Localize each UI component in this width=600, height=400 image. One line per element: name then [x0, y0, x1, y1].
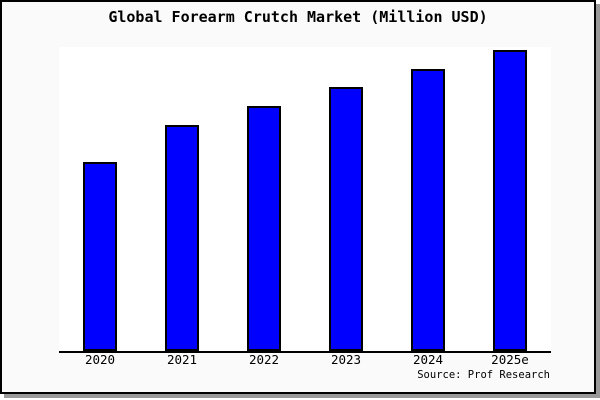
x-axis-labels: 2020 2021 2022 2023 2024 2025e — [59, 353, 551, 367]
bar-2020 — [83, 162, 117, 351]
bar-2025e — [493, 50, 527, 351]
chart-frame: Global Forearm Crutch Market (Million US… — [0, 0, 596, 394]
bar-2023 — [329, 87, 363, 351]
source-credit: Source: Prof Research — [417, 369, 550, 381]
x-axis-label: 2023 — [330, 352, 362, 367]
plot-area — [59, 47, 551, 353]
bar-2022 — [247, 106, 281, 351]
x-axis-label: 2024 — [412, 352, 444, 367]
bars-container — [59, 47, 551, 351]
bar-slot — [223, 47, 305, 351]
x-axis-label: 2020 — [84, 352, 116, 367]
bar-slot — [141, 47, 223, 351]
x-axis-label: 2021 — [166, 352, 198, 367]
x-axis-label: 2022 — [248, 352, 280, 367]
bar-slot — [469, 47, 551, 351]
bar-2021 — [165, 125, 199, 351]
chart-title: Global Forearm Crutch Market (Million US… — [108, 8, 488, 26]
bar-2024 — [411, 69, 445, 351]
x-axis-label: 2025e — [491, 352, 529, 367]
bar-slot — [59, 47, 141, 351]
bar-slot — [387, 47, 469, 351]
bar-slot — [305, 47, 387, 351]
